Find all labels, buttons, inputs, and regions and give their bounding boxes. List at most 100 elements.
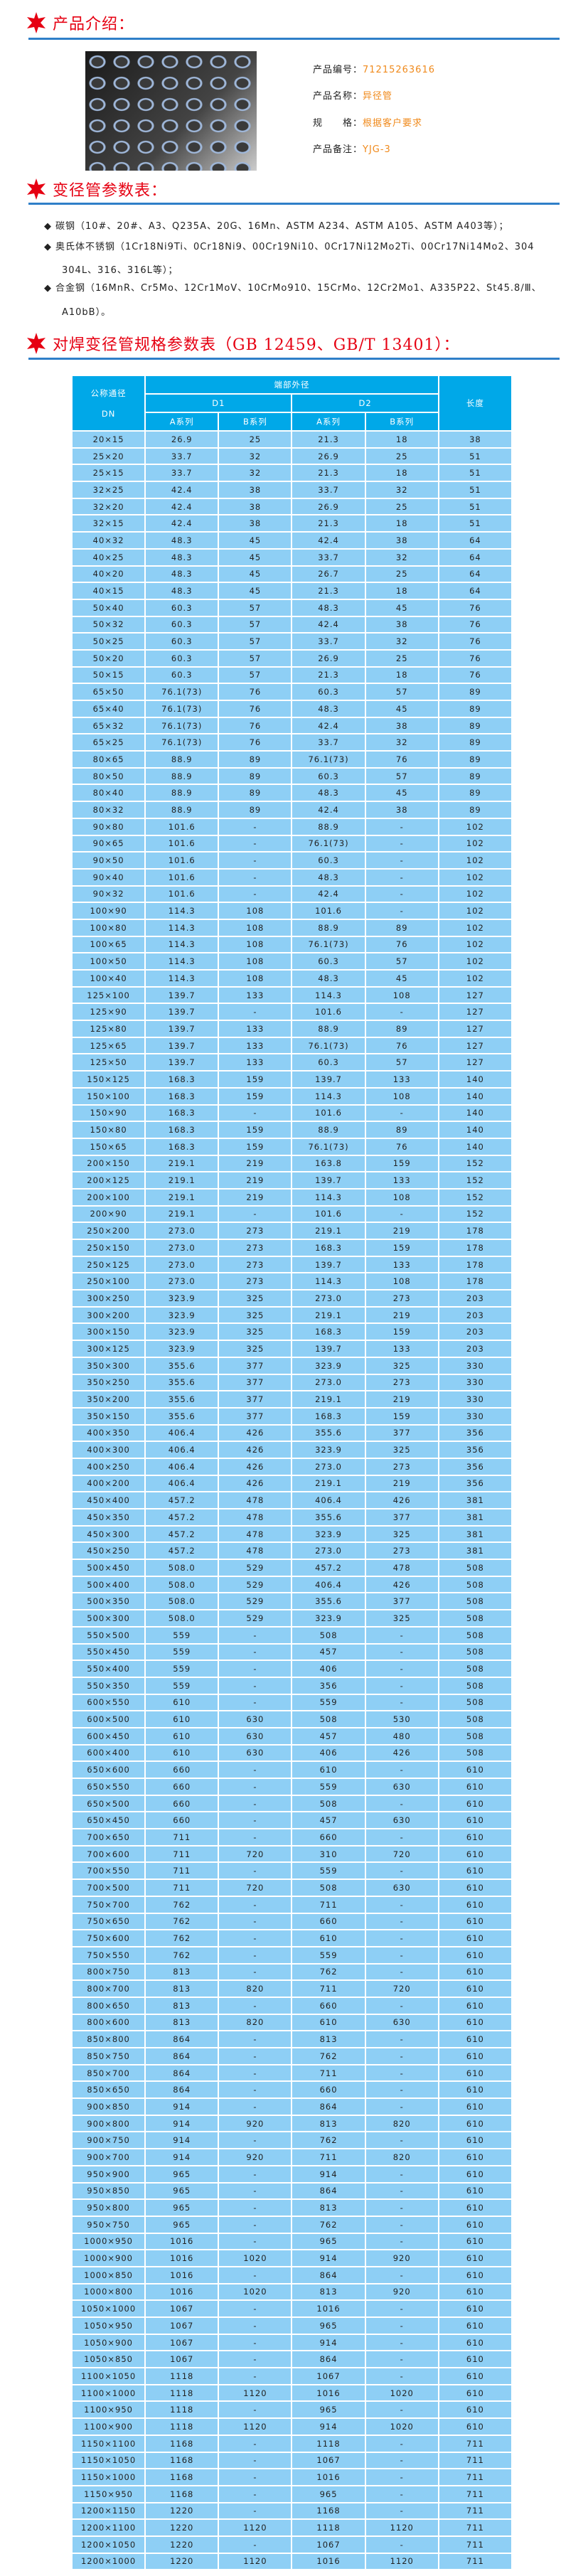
cell-d2-a: 163.8 (291, 1154, 366, 1173)
cell-d2-a: 762 (291, 2215, 366, 2234)
table-row: 40×20 48.3 45 26.7 25 64 (70, 565, 513, 584)
cell-dn: 750×550 (70, 1945, 146, 1965)
cell-d2-b: 630 (364, 1878, 439, 1897)
cell-d1-b: - (218, 2535, 293, 2554)
cell-d2-a: 813 (291, 2282, 366, 2302)
cell-length: 140 (437, 1103, 513, 1123)
cell-length: 508 (437, 1559, 513, 1577)
cell-d1-b: 273 (218, 1272, 293, 1291)
table-row: 1200×1150 1220-1168-711 (70, 2501, 513, 2521)
cell-d2-b: 920 (364, 2282, 439, 2302)
cell-d1-b: 32 (218, 464, 293, 483)
table-row: 1000×900 1016 1020 914 920 610 (70, 2249, 513, 2267)
table-row: 100×90 114.3 108 101.6-102 (70, 902, 513, 920)
cell-length: 76 (437, 666, 513, 685)
cell-d1-b: 76 (218, 683, 293, 701)
cell-d1-a: 114.3 (144, 902, 220, 920)
cell-dn: 950×800 (70, 2198, 146, 2217)
cell-d2-a: 26.9 (291, 497, 366, 516)
cell-dn: 300×200 (70, 1305, 146, 1325)
cell-d2-b: - (364, 1929, 439, 1947)
cell-d2-a: 76.1(73) (291, 1137, 366, 1156)
cell-dn: 250×150 (70, 1239, 146, 1257)
cell-d1-b: 1120 (218, 2417, 293, 2436)
cell-length: 51 (437, 481, 513, 499)
diamond-icon: ◆ (44, 242, 52, 252)
cell-d2-a: 559 (291, 1861, 366, 1881)
cell-d1-b: 89 (218, 766, 293, 786)
cell-d2-b: 1020 (364, 2417, 439, 2436)
cell-d2-b: 325 (364, 1524, 439, 1544)
cell-d2-a: 26.9 (291, 447, 366, 466)
cell-length: 711 (437, 2518, 513, 2537)
cell-d1-a: 88.9 (144, 750, 220, 769)
cell-d1-b: - (218, 1660, 293, 1678)
cell-d2-a: 864 (291, 2350, 366, 2369)
cell-d1-a: 914 (144, 2114, 220, 2133)
cell-d1-b: 377 (218, 1356, 293, 1375)
cell-d2-b: 630 (364, 1778, 439, 1796)
cell-length: 610 (437, 2047, 513, 2065)
cell-d2-b: 219 (364, 1390, 439, 1409)
cell-dn: 550×450 (70, 1642, 146, 1662)
cell-d1-b: 57 (218, 615, 293, 634)
cell-d1-a: 1168 (144, 2484, 220, 2503)
cell-d2-a: 559 (291, 1945, 366, 1965)
cell-d2-a: 355.6 (291, 1508, 366, 1527)
cell-dn: 800×750 (70, 1962, 146, 1982)
cell-dn: 300×125 (70, 1340, 146, 1358)
cell-d1-b: 25 (218, 430, 293, 449)
cell-d1-a: 914 (144, 2131, 220, 2150)
table-row: 550×400 559-406-508 (70, 1660, 513, 1678)
cell-length: 127 (437, 1020, 513, 1038)
cell-dn: 200×100 (70, 1187, 146, 1207)
cell-length: 140 (437, 1137, 513, 1156)
star-icon (27, 12, 46, 33)
cell-d1-a: 406.4 (144, 1441, 220, 1459)
cell-d2-b: - (364, 2164, 439, 2184)
cell-length: 178 (437, 1222, 513, 1240)
intro-title: 产品介绍： (27, 12, 134, 33)
cell-d2-b: 76 (364, 1137, 439, 1156)
cell-d1-b: - (218, 817, 293, 836)
cell-dn: 500×400 (70, 1575, 146, 1594)
cell-d1-a: 139.7 (144, 1020, 220, 1038)
cell-d1-b: 108 (218, 935, 293, 954)
cell-dn: 65×50 (70, 683, 146, 701)
cell-dn: 950×750 (70, 2215, 146, 2234)
table-row: 500×300 508.0 529 323.9 325 508 (70, 1609, 513, 1628)
table-row: 400×200 406.4 426 219.1 219 356 (70, 1474, 513, 1493)
table-row: 350×250 355.6 377 273.0 273 330 (70, 1373, 513, 1392)
table-row: 125×50 139.7 133 60.3 57 127 (70, 1053, 513, 1072)
table-row: 950×750 965-762-610 (70, 2215, 513, 2234)
cell-d1-b: - (218, 2434, 293, 2453)
cell-d1-b: 108 (218, 969, 293, 988)
cell-d2-b: 377 (364, 1592, 439, 1611)
cell-d1-a: 101.6 (144, 867, 220, 887)
cell-dn: 950×900 (70, 2164, 146, 2184)
table-row: 500×350 508.0 529 355.6 377 508 (70, 1592, 513, 1611)
cell-d2-a: 60.3 (291, 1053, 366, 1072)
cell-d1-a: 610 (144, 1743, 220, 1763)
cell-d1-a: 1067 (144, 2299, 220, 2318)
cell-d1-b: 159 (218, 1070, 293, 1089)
cell-d1-b: 529 (218, 1609, 293, 1628)
table-row: 100×80 114.3 108 88.9 89 102 (70, 918, 513, 937)
table-row: 850×800 864-813-610 (70, 2030, 513, 2048)
cell-length: 610 (437, 2080, 513, 2100)
cell-length: 610 (437, 2131, 513, 2150)
cell-dn: 700×550 (70, 1861, 146, 1881)
cell-length: 610 (437, 1912, 513, 1931)
table-row: 800×750 813-762-610 (70, 1962, 513, 1982)
cell-d2-a: 559 (291, 1693, 366, 1712)
cell-d2-b: - (364, 2063, 439, 2083)
cell-d1-a: 273.0 (144, 1255, 220, 1274)
cell-d2-b: 45 (364, 700, 439, 718)
cell-d2-b: 325 (364, 1356, 439, 1375)
cell-dn: 150×80 (70, 1121, 146, 1139)
cell-d2-b: 38 (364, 716, 439, 735)
cell-d2-b: 530 (364, 1710, 439, 1728)
cell-d2-b: 25 (364, 497, 439, 516)
cell-d1-b: 720 (218, 1844, 293, 1864)
cell-length: 178 (437, 1272, 513, 1291)
